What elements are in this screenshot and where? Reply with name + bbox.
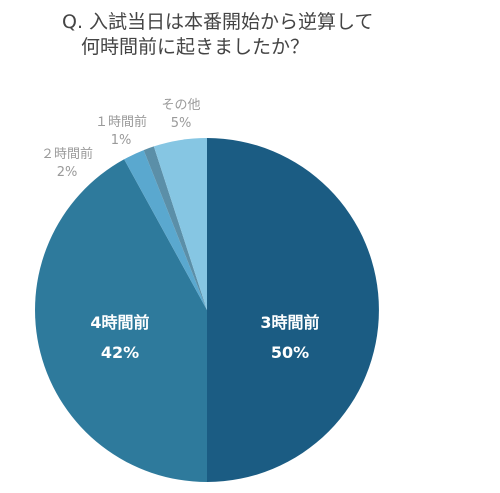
slice-value-4h: 42%	[101, 343, 139, 362]
slice-value-other: 5%	[171, 116, 192, 131]
slice-label-other: その他	[161, 98, 200, 113]
slice-value-2h: 2%	[57, 165, 78, 180]
slice-label-4h: 4時間前	[90, 313, 149, 332]
slice-value-3h: 50%	[271, 343, 309, 362]
slice-label-3h: 3時間前	[260, 313, 319, 332]
title-line-2: 何時間前に起きましたか？	[81, 36, 310, 58]
chart-title: Q. 入試当日は本番開始から逆算して 何時間前に起きましたか？	[62, 10, 373, 60]
pie-slice-4h	[35, 159, 207, 482]
pie-slice-other	[153, 138, 207, 310]
pie-slices	[35, 138, 379, 482]
pie-slice-3h	[207, 138, 379, 482]
slice-label-2h: ２時間前	[41, 146, 93, 162]
slice-value-1h: 1%	[111, 133, 132, 148]
title-line-1: Q. 入試当日は本番開始から逆算して	[62, 11, 374, 33]
pie-slice-2h	[124, 150, 207, 310]
pie-slice-1h	[143, 146, 207, 310]
slice-label-1h: １時間前	[95, 114, 147, 130]
